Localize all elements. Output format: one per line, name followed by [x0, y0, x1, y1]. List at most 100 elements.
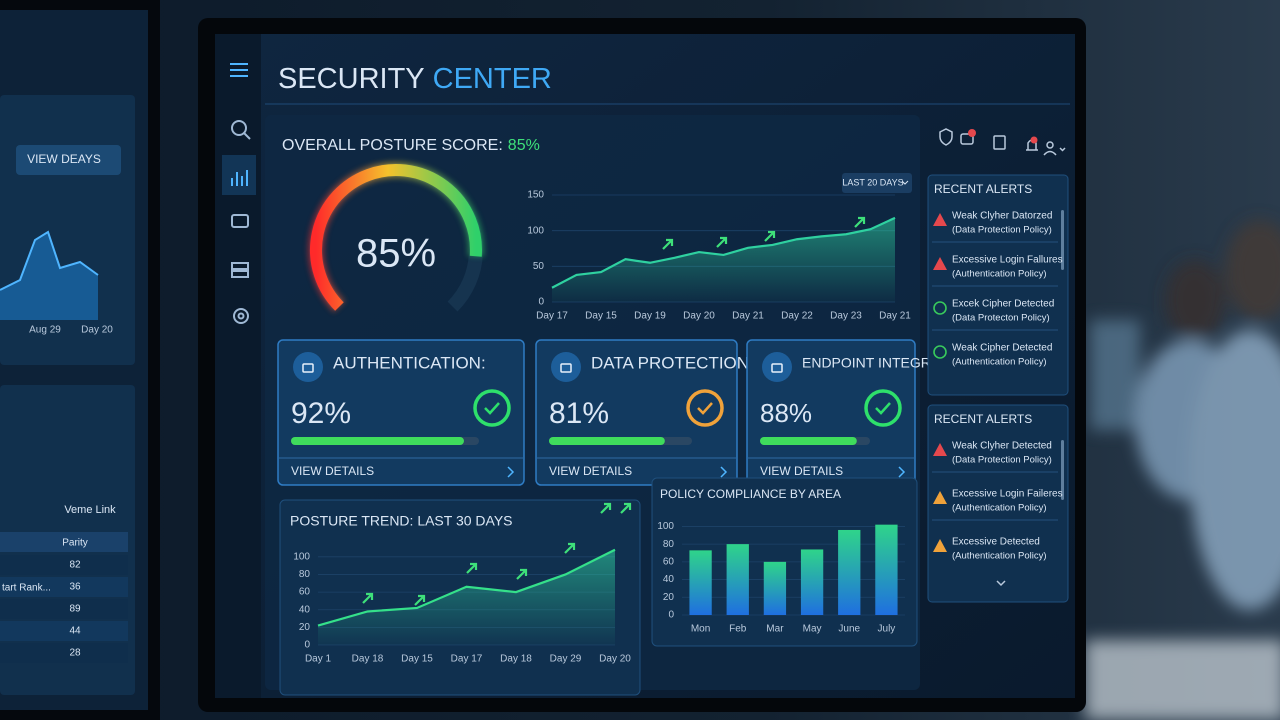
alert-name[interactable]: Excessive Login Fallures [952, 255, 1063, 266]
side-row-label: tart Rank... [2, 583, 51, 594]
alert-name[interactable]: Excessive Detected [952, 537, 1040, 548]
side-area [0, 232, 98, 320]
posture-label: OVERALL POSTURE SCORE: 85% [282, 137, 540, 154]
card-chevron [507, 466, 515, 478]
side-panel [0, 95, 135, 365]
y-tick-label: 80 [299, 569, 311, 580]
y-tick-label: 20 [299, 622, 311, 633]
x-tick-label: Day 20 [683, 311, 715, 322]
toolbar[interactable] [939, 128, 1066, 156]
card-title: DATA PROTECTION: [591, 353, 754, 372]
x-tick-label: June [838, 624, 860, 635]
x-tick-label: Day 22 [781, 311, 813, 322]
alerts-title: RECENT ALERTS [934, 412, 1032, 426]
card-icon [762, 352, 792, 382]
y-tick-label: 40 [299, 604, 311, 615]
progress-bar [760, 437, 857, 445]
x-tick-label: Day 15 [401, 654, 433, 665]
alert-icon [933, 345, 947, 359]
alerts-panel [927, 404, 1069, 603]
compliance-chart: 0 20 40 60 80 100 Mon Feb Mar May June July [657, 521, 905, 635]
dropdown-label: LAST 20 DAYS [842, 177, 903, 187]
dropdown[interactable] [842, 173, 912, 193]
card-icon [551, 352, 581, 382]
area-fill [318, 549, 615, 645]
compliance-title: POLICY COMPLIANCE BY AREA [660, 487, 841, 501]
card-link[interactable]: VIEW DETAILS [549, 464, 632, 478]
alert-policy: (Authentication Policy) [952, 269, 1047, 280]
bar [763, 561, 787, 615]
bar [689, 550, 712, 615]
y-tick-label: 0 [668, 610, 674, 621]
x-tick-label: May [803, 624, 822, 635]
side-axis-label: Aug 29 [29, 325, 61, 336]
side-table-title: Veme Link [64, 504, 116, 516]
cards: AUTHENTICATION: 92% VIEW DETAILS DATA PROTE… [277, 339, 956, 486]
card-link[interactable]: VIEW DETAILS [760, 464, 843, 478]
x-tick-label: Mon [691, 624, 710, 635]
progress-bar [549, 437, 665, 445]
side-row [0, 555, 128, 575]
card[interactable] [277, 339, 525, 486]
x-tick-label: Day 17 [536, 311, 568, 322]
bar [875, 524, 898, 615]
y-tick-label: 60 [663, 556, 675, 567]
alert-name[interactable]: Weak Clyher Detected [952, 441, 1052, 452]
x-tick-label: Day 17 [451, 654, 483, 665]
alert-name[interactable]: Excessive Login Faileres [952, 489, 1063, 500]
side-row [0, 621, 128, 641]
side-row [0, 599, 128, 619]
trend-arrow [362, 592, 374, 604]
side-monitor: VIEW DEAYS Veme Link Parity Aug 29 Day 20… [0, 0, 160, 720]
alerts-scrollbar [1061, 210, 1064, 270]
trend-arrow [414, 594, 426, 606]
side-cell: 82 [69, 560, 81, 571]
alert-icon [933, 301, 947, 315]
x-tick-label: Mar [766, 624, 784, 635]
trend-chart: 0 50 100 150 Day 17 Day 15 Day 19 Day 20 Day 21 D… [527, 190, 911, 322]
card-icon-glyph [771, 363, 783, 373]
card[interactable] [535, 339, 738, 486]
card-title: ENDPOINT INTEGRITY: [802, 355, 956, 371]
x-tick-label: Feb [729, 624, 747, 635]
alert-policy: (Data Protection Policy) [952, 455, 1052, 466]
x-tick-label: Day 18 [352, 654, 384, 665]
y-tick-label: 20 [663, 592, 675, 603]
y-tick-label: 60 [299, 587, 311, 598]
x-tick-label: Day 21 [879, 311, 911, 322]
x-tick-label: Day 29 [550, 654, 582, 665]
posture-label-text: OVERALL POSTURE SCORE: [282, 137, 503, 154]
alert-name[interactable]: Weak Clyher Datorzed [952, 211, 1052, 222]
alert-policy: (Data Protecton Policy) [952, 313, 1050, 324]
card-link[interactable]: VIEW DETAILS [291, 464, 374, 478]
alert-icon [933, 491, 947, 504]
sidebar-icons[interactable] [222, 63, 256, 324]
card-check [875, 402, 891, 415]
dropdown-caret [901, 180, 909, 185]
side-line [0, 230, 99, 291]
y-tick-label: 0 [538, 297, 544, 308]
side-cell: 89 [69, 604, 81, 615]
progress-bar [291, 437, 464, 445]
trend-arrow [662, 238, 674, 250]
x-tick-label: Day 20 [599, 654, 631, 665]
title: SECURITY CENTER [278, 63, 552, 95]
card-title: AUTHENTICATION: [333, 353, 486, 372]
x-tick-label: Day 15 [585, 311, 617, 322]
bar [800, 549, 824, 615]
side-dropdown[interactable] [16, 145, 121, 175]
side-axis-label: Day 20 [81, 325, 113, 336]
alerts-more[interactable] [996, 580, 1006, 587]
card-ring [864, 389, 902, 427]
y-tick-label: 0 [304, 640, 310, 651]
gauge-value: 85% [356, 232, 436, 276]
trend-arrow [854, 216, 866, 228]
x-tick-label: Day 1 [305, 654, 332, 665]
alert-name[interactable]: Weak Cipher Detected [952, 343, 1052, 354]
posture-trend-chart: 0 20 40 60 80 100 Day 1 Day 18 Day 15 Day 17 Day 1… [293, 548, 631, 665]
card-ring [686, 389, 724, 427]
alert-name[interactable]: Excek Cipher Detected [952, 299, 1054, 310]
trend-arrow [466, 562, 478, 574]
trend-arrow [716, 236, 728, 248]
card-check [697, 402, 713, 415]
